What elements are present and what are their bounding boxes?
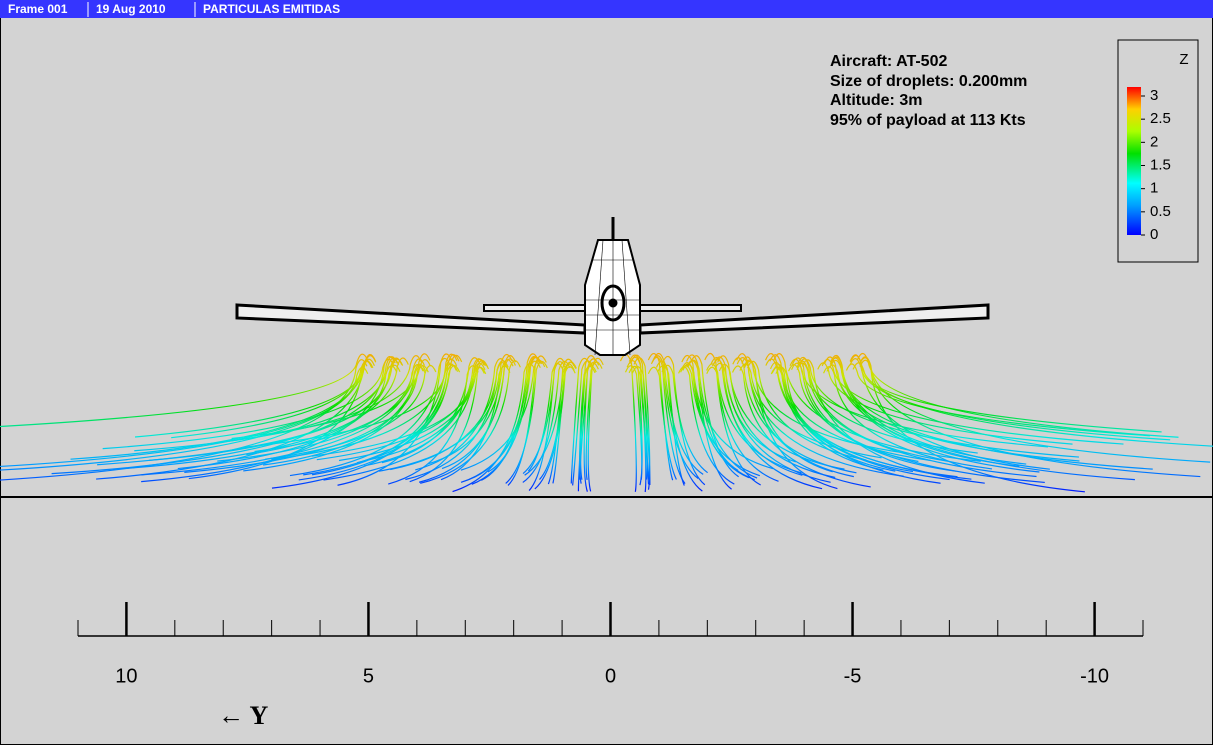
background <box>0 0 1213 745</box>
plot-window: Frame 001 19 Aug 2010 PARTICULAS EMITIDA… <box>0 0 1213 745</box>
colorbar-tick-label: 1 <box>1150 180 1158 197</box>
annotation: Aircraft: AT-502 <box>830 53 947 70</box>
x-tick-label: -5 <box>844 665 862 687</box>
date-label: 19 Aug 2010 <box>96 2 166 16</box>
header-bar <box>0 0 1213 18</box>
page: Frame 001 19 Aug 2010 PARTICULAS EMITIDA… <box>0 0 1213 745</box>
x-tick-label: -10 <box>1080 665 1109 687</box>
colorbar-tick-label: 0 <box>1150 226 1158 243</box>
x-tick-label: 0 <box>605 665 616 687</box>
frame-label: Frame 001 <box>8 2 68 16</box>
annotation: Altitude: 3m <box>830 92 922 109</box>
x-tick-label: 5 <box>363 665 374 687</box>
x-axis-label: ← Y <box>218 701 269 730</box>
annotation: Size of droplets: 0.200mm <box>830 73 1027 90</box>
frame-title: PARTICULAS EMITIDAS <box>203 2 340 16</box>
x-tick-label: 10 <box>115 665 137 687</box>
colorbar-tick-label: 2 <box>1150 133 1158 150</box>
colorbar <box>1127 87 1141 235</box>
colorbar-title: Z <box>1179 51 1188 68</box>
colorbar-tick-label: 2.5 <box>1150 110 1171 127</box>
colorbar-tick-label: 1.5 <box>1150 156 1171 173</box>
colorbar-tick-label: 0.5 <box>1150 203 1171 220</box>
annotation: 95% of payload at 113 Kts <box>830 112 1026 129</box>
colorbar-tick-label: 3 <box>1150 87 1158 104</box>
